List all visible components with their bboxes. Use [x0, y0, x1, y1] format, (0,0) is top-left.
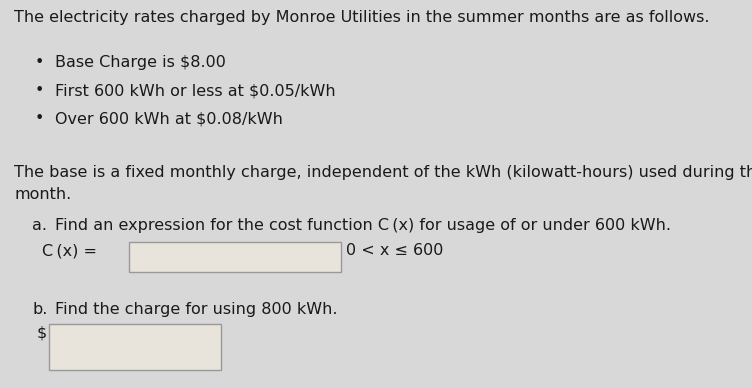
Text: First 600 kWh or less at $0.05/kWh: First 600 kWh or less at $0.05/kWh: [55, 83, 335, 98]
Text: The base is a fixed monthly charge, independent of the kWh (kilowatt-hours) used: The base is a fixed monthly charge, inde…: [14, 165, 752, 180]
Text: Over 600 kWh at $0.08/kWh: Over 600 kWh at $0.08/kWh: [55, 111, 283, 126]
Text: month.: month.: [14, 187, 71, 202]
Text: $: $: [37, 325, 47, 340]
Text: •: •: [35, 111, 44, 126]
FancyBboxPatch shape: [129, 242, 341, 272]
Text: a.: a.: [32, 218, 47, 233]
Text: Find the charge for using 800 kWh.: Find the charge for using 800 kWh.: [55, 302, 338, 317]
Text: Base Charge is $8.00: Base Charge is $8.00: [55, 55, 226, 70]
Text: •: •: [35, 55, 44, 70]
Text: 0 < x ≤ 600: 0 < x ≤ 600: [346, 243, 444, 258]
Text: The electricity rates charged by Monroe Utilities in the summer months are as fo: The electricity rates charged by Monroe …: [14, 10, 709, 25]
Text: Find an expression for the cost function C (x) for usage of or under 600 kWh.: Find an expression for the cost function…: [55, 218, 671, 233]
Text: b.: b.: [32, 302, 47, 317]
Text: C (x) =: C (x) =: [42, 243, 97, 258]
FancyBboxPatch shape: [49, 324, 221, 370]
Text: •: •: [35, 83, 44, 98]
